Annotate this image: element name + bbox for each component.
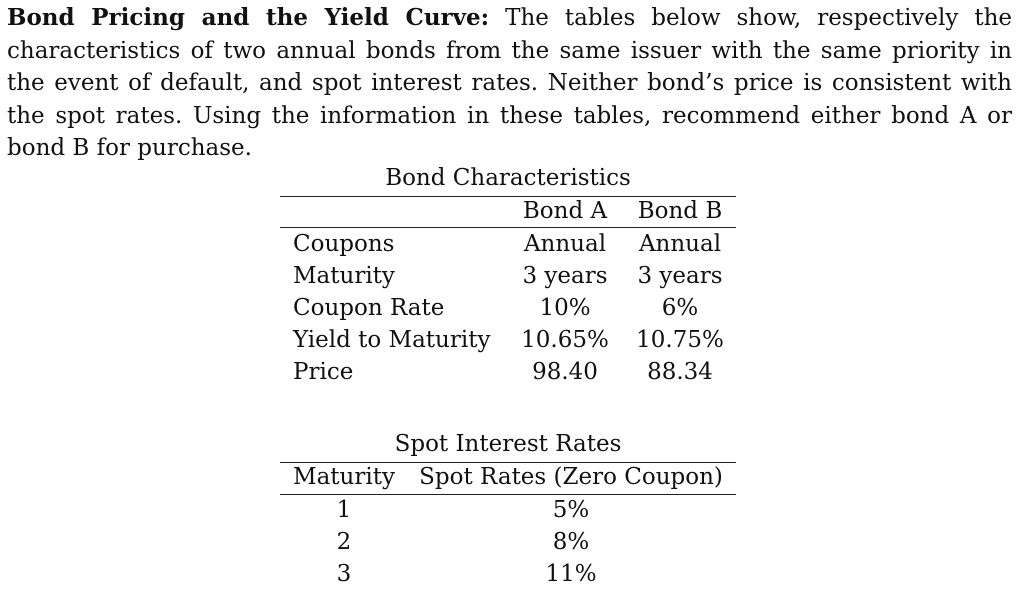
spot-table-header-rates: Spot Rates (Zero Coupon) bbox=[419, 464, 723, 490]
spot-table-caption: Spot Interest Rates bbox=[394, 431, 622, 457]
spot-row-rate-2: 8% bbox=[552, 529, 590, 555]
bond-b-maturity: 3 years bbox=[637, 263, 723, 289]
bond-row-label-coupons: Coupons bbox=[293, 231, 395, 257]
problem-heading: Bond Pricing and the Yield Curve: bbox=[7, 4, 490, 31]
bond-a-price: 98.40 bbox=[532, 359, 598, 385]
bond-row-label-ytm: Yield to Maturity bbox=[293, 327, 491, 353]
spot-row-rate-1: 5% bbox=[552, 497, 590, 523]
spot-table-header-maturity: Maturity bbox=[293, 464, 395, 490]
bond-a-maturity: 3 years bbox=[522, 263, 608, 289]
bond-table-header-bond-a: Bond A bbox=[522, 198, 608, 224]
bond-row-label-maturity: Maturity bbox=[293, 263, 395, 289]
spot-table-header-rule bbox=[280, 494, 736, 495]
bond-a-ytm: 10.65% bbox=[521, 327, 609, 353]
problem-body: The tables below show, respectively the … bbox=[7, 5, 1013, 161]
bond-table-caption: Bond Characteristics bbox=[385, 165, 631, 191]
spot-row-maturity-2: 2 bbox=[336, 529, 352, 555]
bond-table-header-rule bbox=[280, 227, 736, 228]
spot-table-top-rule bbox=[280, 462, 736, 463]
bond-row-label-price: Price bbox=[293, 359, 354, 385]
bond-b-coupon-rate: 6% bbox=[661, 295, 699, 321]
spot-row-maturity-1: 1 bbox=[336, 497, 352, 523]
bond-b-price: 88.34 bbox=[647, 359, 713, 385]
bond-table-top-rule bbox=[280, 196, 736, 197]
bond-b-coupons: Annual bbox=[638, 231, 722, 257]
bond-a-coupons: Annual bbox=[523, 231, 607, 257]
bond-b-ytm: 10.75% bbox=[636, 327, 724, 353]
bond-table-header-bond-b: Bond B bbox=[637, 198, 723, 224]
bond-a-coupon-rate: 10% bbox=[539, 295, 591, 321]
bond-row-label-coupon-rate: Coupon Rate bbox=[293, 295, 445, 321]
spot-row-maturity-3: 3 bbox=[336, 561, 352, 587]
problem-statement: Bond Pricing and the Yield Curve: The ta… bbox=[7, 2, 1012, 165]
spot-row-rate-3: 11% bbox=[545, 561, 597, 587]
